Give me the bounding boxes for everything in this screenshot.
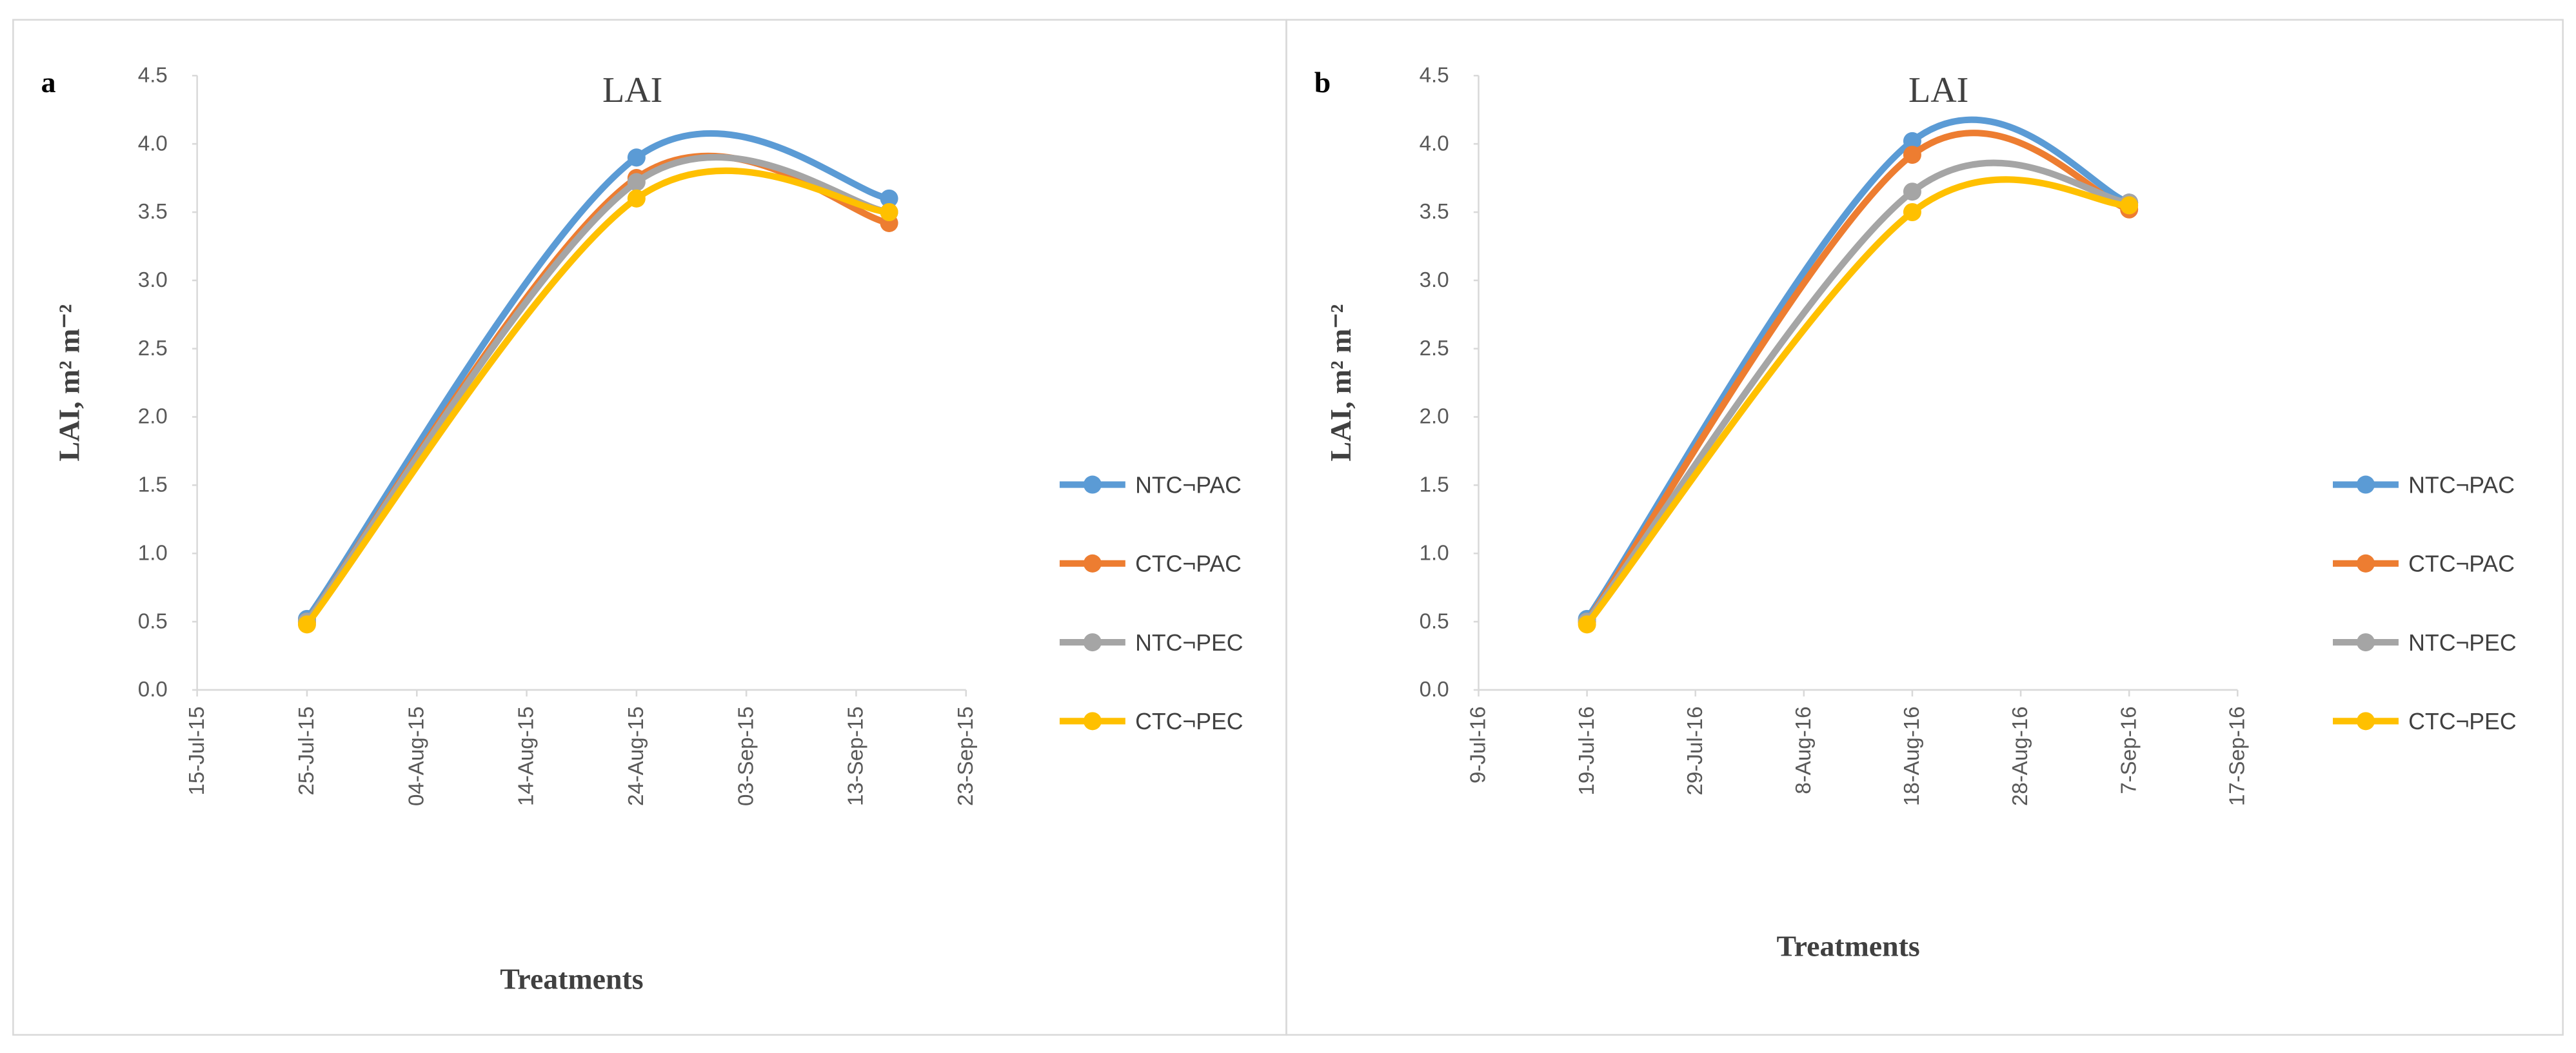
x-axis-label: Treatments: [1776, 930, 1919, 963]
panel-label: b: [1314, 66, 1331, 99]
legend-label: NTC¬PEC: [1135, 630, 1243, 656]
y-tick-label: 3.5: [138, 200, 168, 224]
y-tick-label: 2.5: [138, 337, 168, 360]
y-tick-label: 1.0: [138, 541, 168, 565]
legend-label: CTC¬PAC: [2408, 551, 2515, 577]
x-tick-label: 8-Aug-16: [1792, 706, 1816, 794]
x-tick-label: 04-Aug-15: [404, 706, 428, 806]
legend-marker: [1083, 633, 1102, 652]
y-tick-label: 1.5: [1420, 473, 1449, 497]
series-marker: [1903, 146, 1921, 164]
series-marker: [297, 615, 316, 634]
legend-label: NTC¬PAC: [1135, 472, 1242, 498]
series-line: [303, 167, 893, 628]
series-line: [303, 130, 893, 622]
y-tick-label: 3.5: [1420, 200, 1449, 224]
y-tick-label: 4.5: [138, 63, 168, 87]
x-tick-label: 19-Jul-16: [1575, 706, 1599, 795]
series-line: [303, 152, 893, 625]
y-tick-label: 1.5: [138, 473, 168, 497]
y-axis-label: LAI, m² m⁻²: [1324, 304, 1357, 462]
legend-marker: [1083, 554, 1102, 573]
series-marker: [880, 189, 898, 208]
series-marker: [2120, 196, 2139, 215]
series-line: [1583, 176, 2133, 628]
series-line: [1583, 130, 2133, 625]
x-tick-label: 03-Sep-15: [734, 706, 758, 806]
series-marker: [1903, 132, 1921, 150]
x-tick-label: 24-Aug-15: [624, 706, 648, 806]
x-tick-label: 13-Sep-15: [844, 706, 868, 806]
y-tick-label: 2.5: [1420, 337, 1449, 360]
legend-marker: [1083, 712, 1102, 731]
y-tick-label: 0.5: [1420, 609, 1449, 633]
legend-label: CTC¬PEC: [1135, 709, 1243, 734]
y-tick-label: 3.0: [138, 268, 168, 292]
x-tick-label: 17-Sep-16: [2225, 706, 2249, 806]
y-tick-label: 0.0: [1420, 678, 1449, 702]
x-tick-label: 9-Jul-16: [1467, 706, 1491, 783]
y-tick-label: 2.0: [1420, 405, 1449, 429]
series-marker: [627, 173, 646, 192]
y-tick-label: 2.0: [138, 405, 168, 429]
y-tick-label: 4.0: [1420, 132, 1449, 155]
chart-title: LAI: [1908, 70, 1968, 110]
x-tick-label: 28-Aug-16: [2008, 706, 2032, 806]
x-axis-label: Treatments: [500, 963, 643, 996]
y-tick-label: 1.0: [1420, 541, 1449, 565]
x-tick-label: 23-Sep-15: [954, 706, 978, 806]
legend-label: NTC¬PEC: [2408, 630, 2516, 656]
legend-marker: [2356, 475, 2375, 494]
series-marker: [880, 202, 898, 222]
x-tick-label: 18-Aug-16: [1900, 706, 1924, 806]
y-axis-label: LAI, m² m⁻²: [52, 304, 85, 462]
series-line: [1583, 159, 2133, 625]
x-tick-label: 29-Jul-16: [1683, 706, 1707, 795]
x-tick-label: 25-Jul-15: [295, 706, 319, 795]
y-tick-label: 4.5: [1420, 63, 1449, 87]
series-marker: [1903, 202, 1921, 222]
legend-marker: [2356, 633, 2375, 652]
x-tick-label: 7-Sep-16: [2117, 706, 2141, 794]
y-tick-label: 0.5: [138, 609, 168, 633]
legend-marker: [1083, 475, 1102, 494]
chart-title: LAI: [602, 70, 662, 110]
y-tick-label: 0.0: [138, 678, 168, 702]
legend-label: CTC¬PEC: [2408, 709, 2516, 734]
legend-label: NTC¬PAC: [2408, 472, 2515, 498]
series-line: [1583, 116, 2133, 622]
y-tick-label: 3.0: [1420, 268, 1449, 292]
series-marker: [627, 189, 646, 208]
series-marker: [1903, 182, 1921, 201]
legend-marker: [2356, 554, 2375, 573]
series-line: [303, 153, 893, 625]
legend-marker: [2356, 712, 2375, 731]
panel-label: a: [41, 66, 56, 99]
legend-label: CTC¬PAC: [1135, 551, 1242, 577]
x-tick-label: 14-Aug-15: [515, 706, 539, 806]
series-marker: [627, 148, 646, 167]
y-tick-label: 4.0: [138, 132, 168, 155]
panel-frame: [1285, 19, 2564, 1036]
x-tick-label: 15-Jul-15: [185, 706, 209, 795]
series-marker: [1578, 615, 1596, 634]
